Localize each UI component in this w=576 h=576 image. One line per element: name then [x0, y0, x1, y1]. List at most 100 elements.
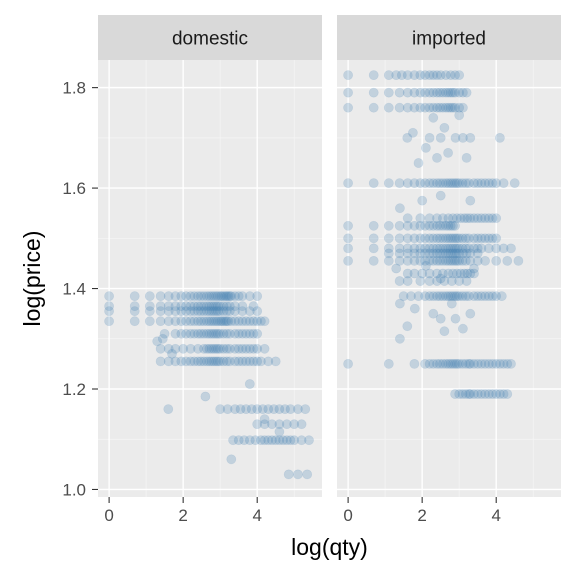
data-point	[443, 248, 454, 259]
data-point	[435, 313, 446, 324]
data-point	[221, 291, 232, 301]
data-point	[104, 301, 114, 311]
data-point	[480, 178, 490, 188]
data-point	[476, 233, 487, 244]
data-point	[163, 301, 174, 311]
data-point	[129, 306, 140, 316]
data-point	[459, 213, 470, 224]
data-point	[439, 276, 450, 286]
data-point	[255, 316, 266, 327]
data-point	[181, 316, 191, 327]
data-point	[181, 356, 191, 367]
data-point	[465, 195, 476, 206]
data-point	[368, 87, 379, 98]
data-point	[402, 248, 413, 259]
data-point	[483, 178, 494, 188]
data-point	[434, 358, 445, 369]
data-point	[487, 358, 498, 369]
data-point	[244, 328, 255, 339]
data-point	[230, 343, 240, 354]
data-point	[213, 291, 223, 301]
data-point	[463, 233, 474, 244]
data-point	[437, 255, 448, 266]
data-point	[394, 102, 405, 113]
data-point	[409, 248, 420, 259]
data-point	[193, 356, 203, 367]
data-point	[201, 328, 212, 339]
data-point	[417, 268, 428, 279]
data-point	[176, 301, 187, 311]
data-point	[445, 220, 456, 231]
data-point	[447, 233, 458, 244]
data-point	[415, 243, 426, 254]
data-point	[424, 255, 435, 266]
data-point	[241, 356, 251, 367]
data-point	[181, 306, 191, 316]
data-point	[434, 291, 445, 301]
data-point	[383, 87, 394, 98]
data-point	[198, 306, 209, 316]
data-point	[159, 328, 170, 339]
data-point	[193, 316, 203, 327]
data-point	[213, 328, 223, 339]
data-point	[472, 248, 483, 259]
data-point	[195, 306, 206, 316]
data-point	[445, 70, 456, 80]
data-point	[176, 356, 187, 367]
data-point	[383, 248, 394, 259]
data-point	[469, 263, 479, 274]
data-point	[432, 233, 442, 244]
data-point	[447, 213, 458, 224]
facet-panel-domestic: domestic 0 2 4	[98, 15, 322, 525]
data-point	[469, 243, 479, 254]
data-point	[230, 316, 240, 327]
data-point	[445, 248, 456, 259]
data-point	[437, 233, 448, 244]
data-point	[402, 178, 413, 188]
data-point	[402, 233, 413, 244]
data-point	[472, 291, 483, 301]
data-point	[204, 301, 215, 311]
data-point	[368, 70, 379, 80]
data-point	[189, 306, 200, 316]
data-point	[402, 102, 413, 113]
data-point	[185, 301, 196, 311]
data-point	[480, 213, 490, 224]
data-point	[157, 333, 168, 344]
data-point	[224, 301, 235, 311]
data-point	[394, 298, 405, 309]
data-point	[215, 301, 226, 311]
data-point	[193, 343, 203, 354]
data-point	[215, 291, 226, 301]
data-point	[394, 220, 405, 231]
data-point	[409, 87, 420, 98]
data-point	[454, 389, 465, 399]
data-point	[274, 426, 285, 437]
data-point	[185, 343, 196, 354]
data-point	[434, 178, 445, 188]
data-point	[383, 178, 394, 188]
data-point	[513, 255, 524, 266]
data-point	[432, 70, 442, 80]
data-point	[129, 316, 140, 327]
data-point	[459, 268, 470, 279]
data-point	[129, 301, 140, 311]
data-point	[462, 268, 473, 279]
data-point	[296, 435, 307, 446]
data-point	[343, 70, 353, 80]
data-point	[343, 233, 353, 244]
data-point	[432, 152, 442, 163]
data-point	[420, 233, 430, 244]
data-point	[402, 255, 413, 266]
data-point	[198, 343, 209, 354]
data-point	[435, 70, 446, 80]
data-point	[415, 248, 426, 259]
data-point	[452, 358, 462, 369]
data-point	[193, 306, 203, 316]
data-point	[402, 276, 413, 286]
data-point	[155, 343, 166, 354]
data-point	[450, 87, 460, 98]
data-point	[457, 248, 468, 259]
data-point	[263, 435, 274, 446]
data-point	[181, 301, 191, 311]
